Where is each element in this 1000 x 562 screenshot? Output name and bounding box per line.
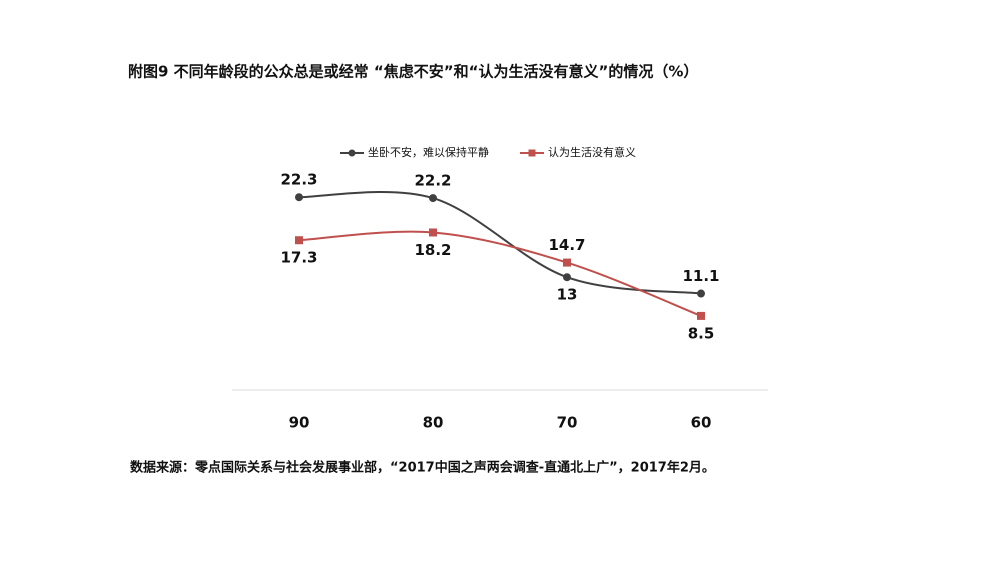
legend-label: 坐卧不安，难以保持平静 [368, 145, 489, 159]
marker [429, 228, 437, 237]
marker [563, 273, 571, 282]
data-label: 22.2 [414, 172, 451, 190]
legend-marker [348, 149, 356, 157]
marker [295, 193, 303, 202]
marker [295, 236, 303, 245]
marker [697, 311, 705, 320]
legend-marker [528, 149, 536, 157]
data-label: 14.7 [548, 236, 585, 254]
data-label: 11.1 [682, 267, 719, 285]
x-tick-label: 60 [691, 414, 712, 432]
marker [429, 194, 437, 203]
x-tick-label: 70 [557, 414, 578, 432]
legend-label: 认为生活没有意义 [548, 145, 636, 159]
x-tick-label: 80 [423, 414, 444, 432]
marker [697, 289, 705, 298]
data-label: 8.5 [688, 324, 715, 342]
data-label: 13 [557, 286, 578, 304]
source-note: 数据来源：零点国际关系与社会发展事业部，“2017中国之声两会调查-直通北上广”… [130, 460, 715, 476]
data-label: 17.3 [280, 249, 317, 267]
data-label: 22.3 [280, 171, 317, 189]
chart-title: 附图9 不同年龄段的公众总是或经常 “焦虑不安”和“认为生活没有意义”的情况（%… [128, 63, 698, 81]
x-tick-label: 90 [289, 414, 310, 432]
data-label: 18.2 [414, 241, 451, 259]
marker [563, 258, 571, 267]
series-line [298, 230, 702, 317]
